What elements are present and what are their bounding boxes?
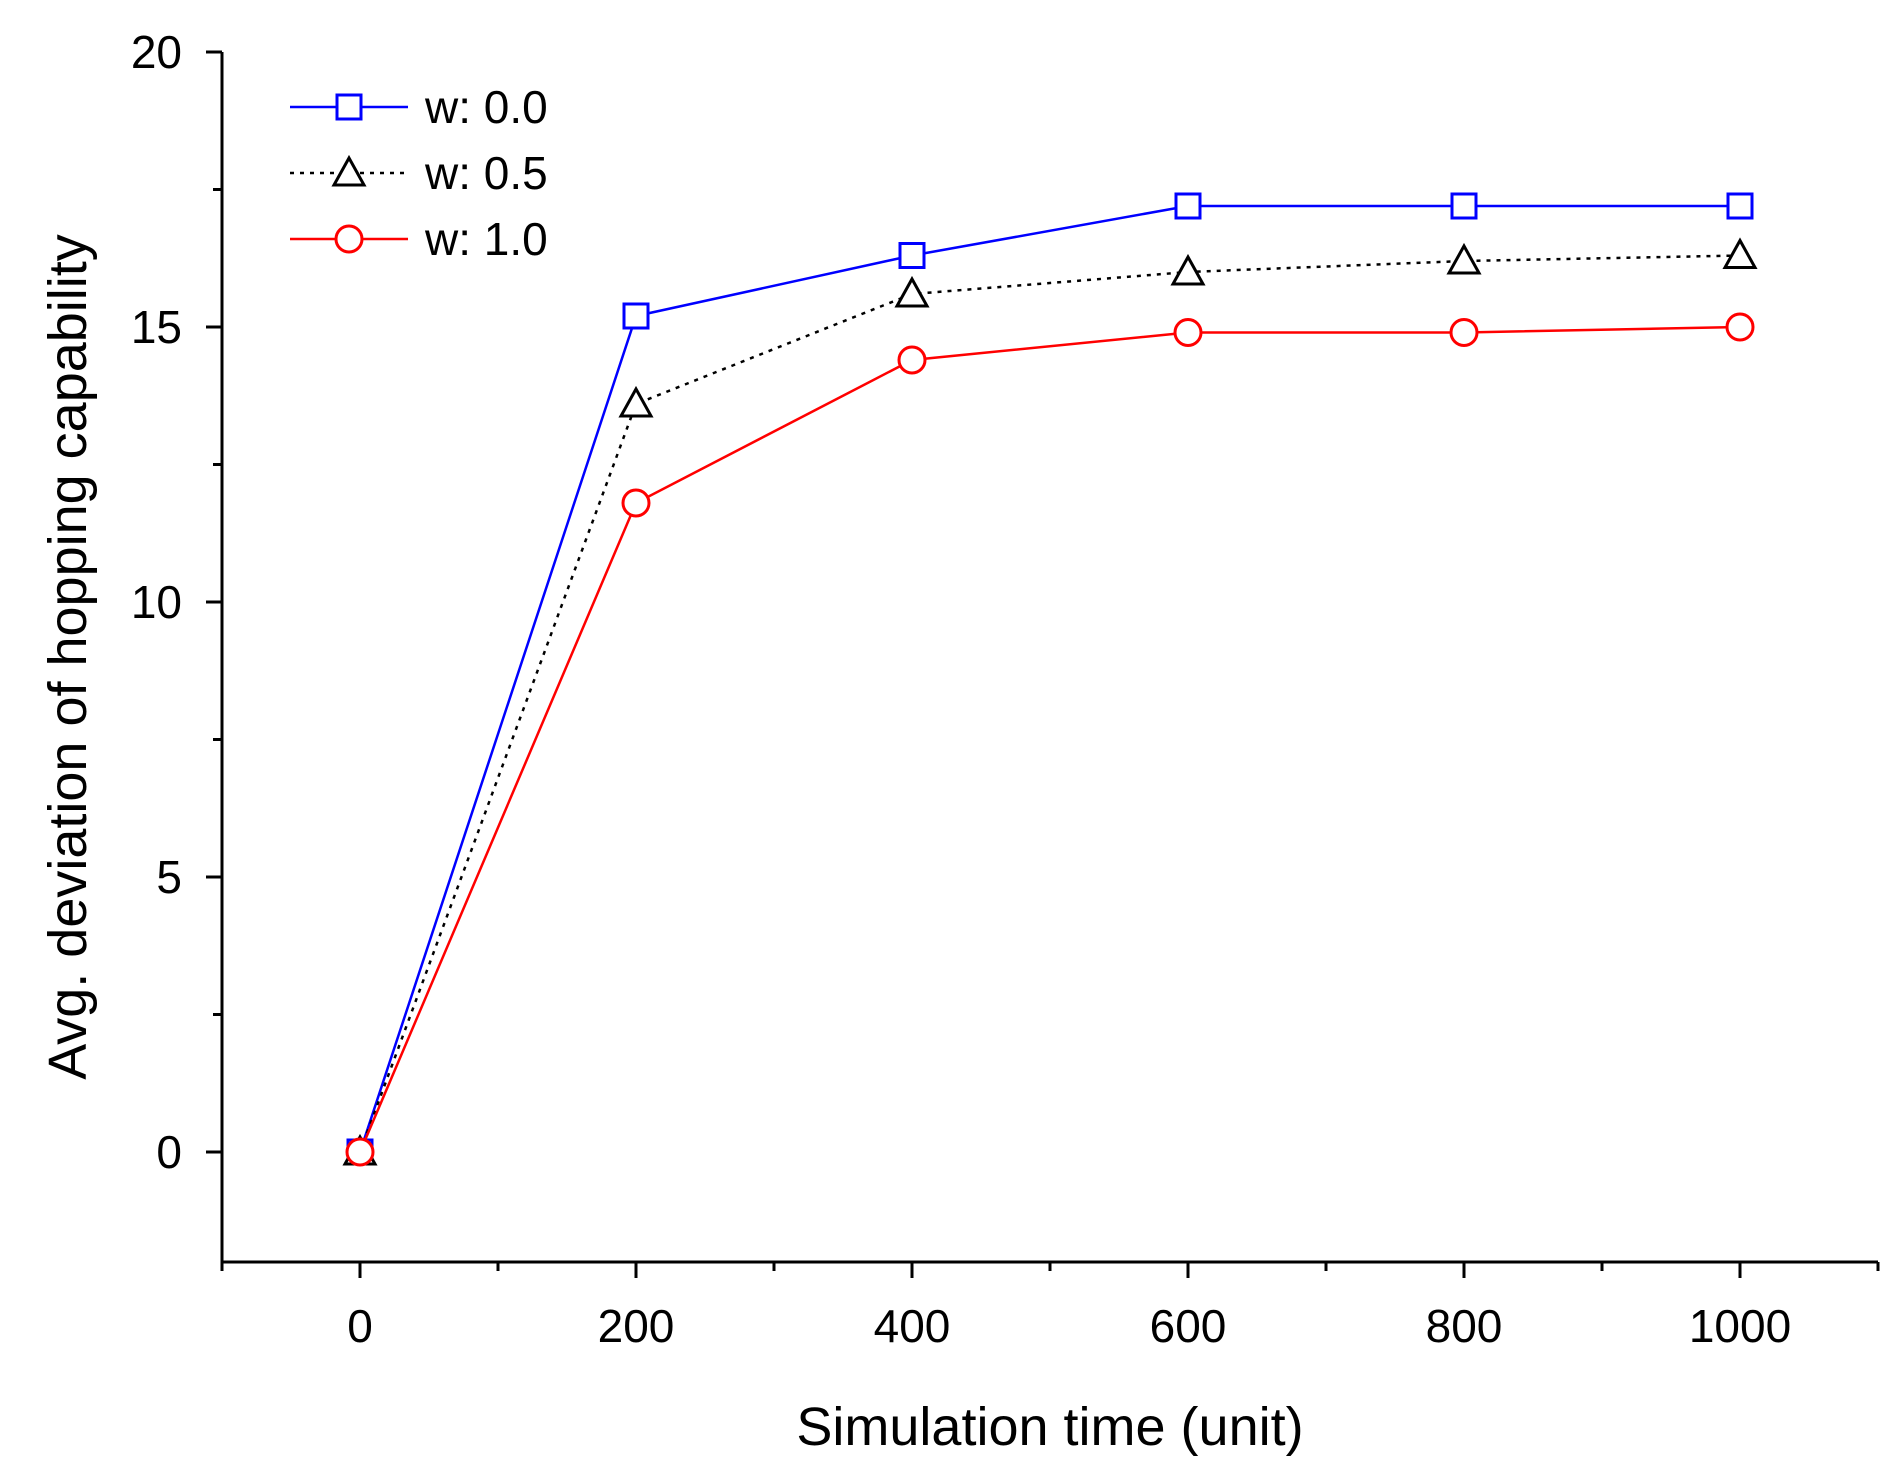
legend-item: w: 0.0 [290,81,548,133]
y-axis-title: Avg. deviation of hopping capability [38,234,98,1080]
square-marker [898,242,926,269]
x-tick-label: 1000 [1689,1300,1791,1352]
circle-marker [1449,318,1479,347]
y-tick-label: 15 [131,301,182,353]
triangle-marker [331,154,367,187]
triangle-marker [1722,237,1758,269]
series-1 [342,237,1758,1166]
axes: 0 200 400 600 800 1000 0 5 10 15 20 [131,26,1880,1352]
x-axis-title: Simulation time (unit) [796,1397,1303,1457]
legend-label: w: 0.5 [424,147,548,199]
y-tick-label: 5 [156,851,182,903]
circle-marker [897,345,927,375]
circle-marker [1725,312,1755,342]
circle-marker [334,224,364,254]
legend-label: w: 1.0 [424,213,548,265]
series-line [358,325,1741,1153]
y-tick-label: 20 [131,26,182,78]
legend-item: w: 1.0 [290,213,548,265]
square-marker [1726,192,1754,220]
square-marker [1450,192,1478,220]
triangle-marker [1446,242,1482,275]
x-tick-label: 200 [598,1300,675,1352]
series-line [358,204,1740,1153]
legend-item: w: 0.5 [290,147,548,199]
series-0 [346,192,1754,1166]
circle-marker [621,488,651,518]
series-layer [342,192,1758,1167]
x-tick-label: 600 [1150,1300,1227,1352]
x-tick-label: 0 [347,1300,373,1352]
triangle-marker [618,385,654,418]
circle-marker [1173,318,1203,347]
square-marker [335,93,363,121]
triangle-marker [1170,253,1206,286]
legend-label: w: 0.0 [424,81,548,133]
series-2 [345,312,1755,1167]
square-marker [1174,192,1202,220]
triangle-marker [894,275,930,308]
y-tick-label: 0 [156,1126,182,1178]
x-tick-label: 400 [874,1300,951,1352]
y-tick-label: 10 [131,576,182,628]
x-tick-label: 800 [1426,1300,1503,1352]
square-marker [622,302,650,330]
legend: w: 0.0 w: 0.5 w: 1.0 [290,81,548,265]
circle-marker [345,1137,375,1167]
series-line [358,254,1741,1153]
